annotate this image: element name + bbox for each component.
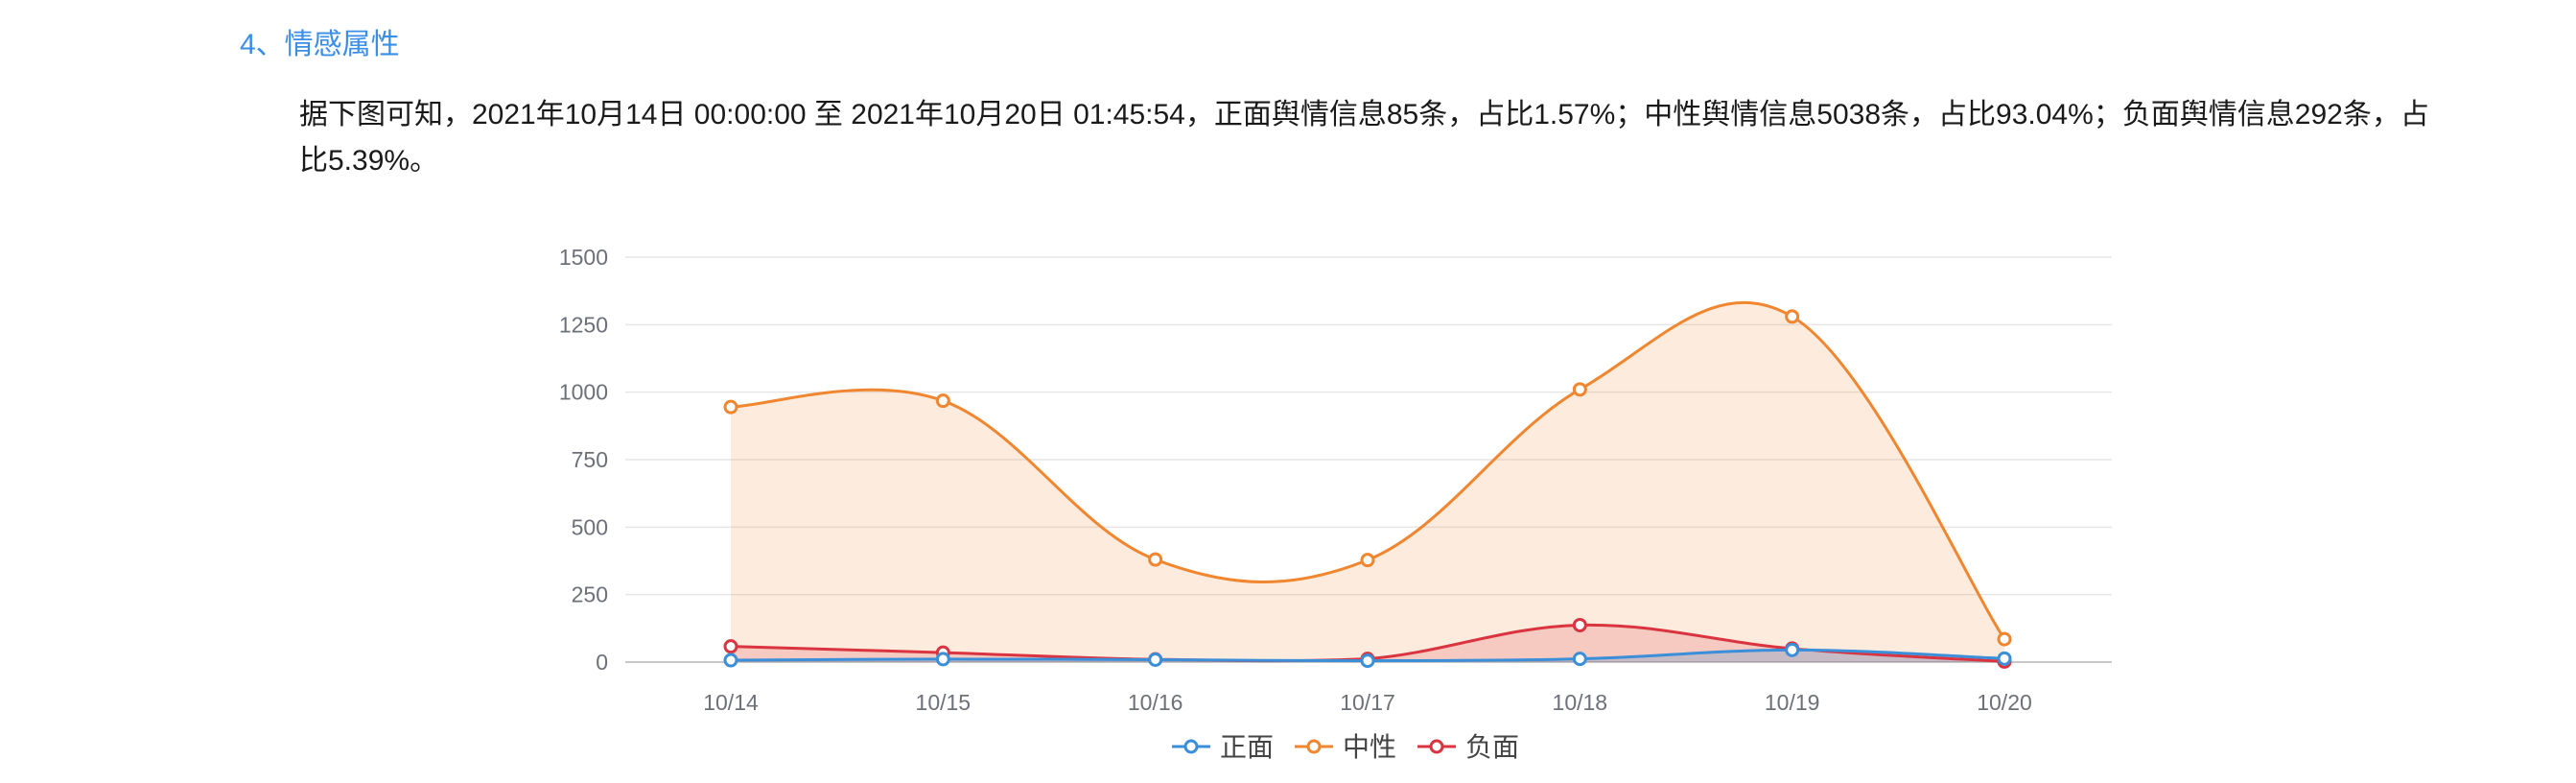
data-point	[935, 652, 950, 667]
data-point	[1997, 651, 2012, 666]
y-tick-label: 0	[596, 650, 608, 675]
x-tick-label: 10/14	[703, 690, 759, 715]
legend-marker	[1429, 739, 1444, 754]
data-point	[1148, 652, 1163, 667]
data-point	[1148, 552, 1163, 567]
data-point	[1572, 652, 1587, 667]
data-point	[1785, 642, 1800, 657]
legend-label: 正面	[1220, 732, 1274, 762]
data-point	[723, 399, 738, 415]
x-tick-label: 10/17	[1340, 690, 1395, 715]
legend-label: 中性	[1343, 732, 1396, 762]
legend-label: 负面	[1465, 732, 1519, 762]
y-tick-label: 500	[572, 514, 608, 539]
legend-marker	[1183, 739, 1199, 754]
legend-marker	[1306, 739, 1322, 754]
data-point	[1997, 631, 2012, 647]
data-point	[1360, 653, 1375, 669]
data-point	[723, 639, 738, 654]
data-point	[723, 652, 738, 668]
y-tick-label: 750	[572, 447, 608, 472]
data-point	[1572, 382, 1587, 397]
x-tick-label: 10/18	[1553, 690, 1608, 715]
data-point	[1572, 617, 1587, 632]
x-tick-label: 10/16	[1128, 690, 1183, 715]
y-tick-label: 250	[572, 582, 608, 607]
data-point	[1360, 553, 1375, 568]
series-area-0	[731, 650, 2004, 662]
section-title: 4、情感属性	[240, 29, 400, 60]
summary-paragraph: 据下图可知，2021年10月14日 00:00:00 至 2021年10月20日…	[299, 99, 2429, 177]
x-tick-label: 10/19	[1765, 690, 1820, 715]
x-tick-label: 10/20	[1977, 690, 2032, 715]
y-tick-label: 1250	[559, 312, 608, 337]
series-line-1	[730, 300, 2006, 640]
y-tick-label: 1000	[559, 380, 608, 405]
x-tick-label: 10/15	[916, 690, 972, 715]
series-area-1	[731, 302, 2004, 662]
data-point	[935, 393, 950, 409]
y-tick-label: 1500	[559, 245, 608, 270]
data-point	[1785, 309, 1800, 324]
